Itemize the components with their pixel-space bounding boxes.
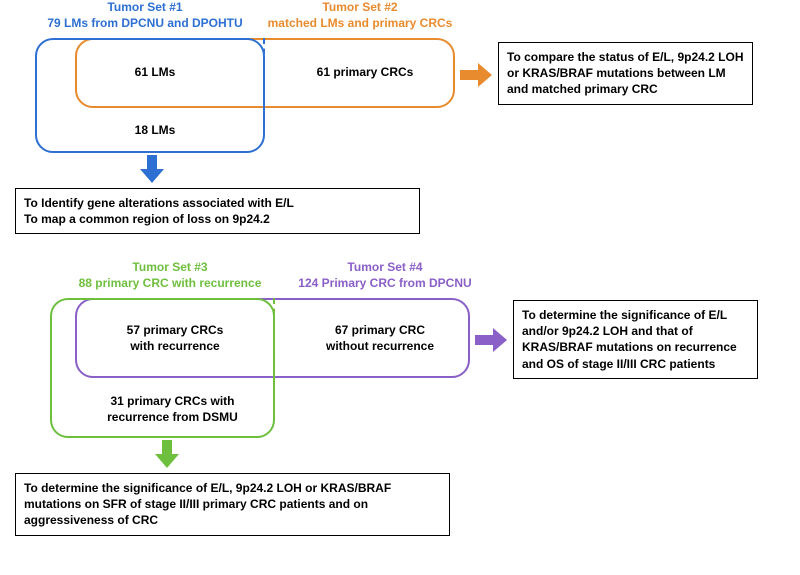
outcome-upper-bottom: To Identify gene alterations associated …	[15, 188, 420, 234]
cell-67norec: 67 primary CRC without recurrence	[300, 323, 460, 354]
outcome-upper-right: To compare the status of E/L, 9p24.2 LOH…	[498, 42, 753, 105]
upper-divider-vert	[263, 38, 265, 108]
set1-title: Tumor Set #1 79 LMs from DPCNU and DPOHT…	[35, 0, 255, 31]
outcome-lower-bottom: To determine the significance of E/L, 9p…	[15, 473, 450, 536]
cell-18lms: 18 LMs	[105, 123, 205, 139]
upper-block: Tumor Set #1 79 LMs from DPCNU and DPOHT…	[0, 0, 760, 240]
outcome-lower-right: To determine the significance of E/L and…	[513, 300, 758, 379]
cell-61lms: 61 LMs	[95, 65, 215, 81]
lower-block: Tumor Set #3 88 primary CRC with recurre…	[0, 260, 760, 560]
upper-venn: 61 LMs 61 primary CRCs 18 LMs	[35, 38, 455, 153]
set2-title: Tumor Set #2 matched LMs and primary CRC…	[245, 0, 475, 31]
arrow-down-upper	[140, 155, 164, 183]
cell-31rec: 31 primary CRCs with recurrence from DSM…	[85, 394, 260, 425]
arrow-right-lower	[475, 328, 507, 352]
set3-title: Tumor Set #3 88 primary CRC with recurre…	[55, 260, 285, 291]
set4-title: Tumor Set #4 124 Primary CRC from DPCNU	[275, 260, 495, 291]
arrow-right-upper	[460, 63, 492, 87]
arrow-down-lower	[155, 440, 179, 468]
cell-61crcs: 61 primary CRCs	[290, 65, 440, 81]
cell-57rec: 57 primary CRCs with recurrence	[95, 323, 255, 354]
lower-venn: 57 primary CRCs with recurrence 67 prima…	[50, 298, 470, 438]
lower-divider-vert	[273, 298, 275, 378]
